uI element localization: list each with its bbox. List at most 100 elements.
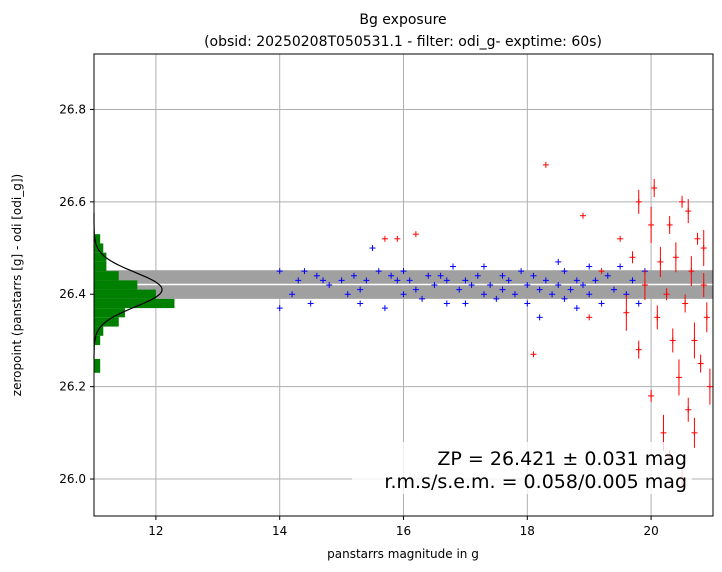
data-point: [598, 300, 605, 307]
data-point: [412, 231, 419, 238]
data-point: [586, 263, 593, 270]
data-point: [295, 277, 302, 284]
axis-ticks: 12 14 16 18 20 26.0 26.2 26.4 26.6 26.8: [59, 102, 658, 538]
data-point: [480, 263, 487, 270]
histogram-bar: [94, 335, 101, 346]
data-point: [524, 300, 531, 307]
gaussian-curve: [93, 212, 163, 359]
data-point: [604, 272, 611, 279]
histogram-bar: [94, 252, 107, 262]
histogram-bar: [94, 271, 119, 281]
x-tick-label: 18: [520, 524, 535, 538]
data-point: [437, 272, 444, 279]
data-point: [511, 291, 518, 298]
data-point: [400, 291, 407, 298]
data-point: [675, 359, 682, 396]
data-point: [648, 206, 655, 243]
data-point: [381, 305, 388, 312]
data-point: [363, 277, 370, 284]
data-point: [700, 230, 707, 267]
data-point: [480, 291, 487, 298]
data-point: [289, 291, 296, 298]
data-point: [462, 277, 469, 284]
data-point: [394, 235, 401, 242]
data-point: [635, 300, 642, 307]
data-point: [375, 268, 382, 275]
data-point: [573, 305, 580, 312]
data-point: [561, 295, 568, 302]
data-point: [629, 251, 636, 264]
data-point: [388, 272, 395, 279]
data-point: [542, 277, 549, 284]
data-point: [456, 286, 463, 293]
histogram-bar: [94, 243, 104, 253]
histogram-bar: [94, 234, 101, 244]
annotation-zp: ZP = 26.421 ± 0.031 mag: [437, 448, 687, 470]
histogram-bar: [94, 280, 138, 290]
data-point: [493, 295, 500, 302]
data-point: [530, 351, 537, 358]
data-point: [326, 282, 333, 288]
data-point: [657, 246, 664, 277]
data-point: [338, 277, 345, 284]
annotation-rms: r.m.s/s.e.m. = 0.058/0.005 mag: [384, 471, 687, 493]
data-point: [635, 189, 642, 214]
data-point: [586, 291, 593, 298]
data-point: [499, 272, 506, 279]
chart-title: Bg exposure: [359, 12, 446, 28]
data-point: [400, 268, 407, 275]
data-point: [462, 300, 469, 307]
data-point: [648, 389, 655, 402]
data-point: [691, 417, 698, 448]
data-point: [669, 328, 676, 353]
histogram-bar: [94, 289, 156, 299]
y-axis-label: zeropoint (panstarrs [g] - odi [odi_g]): [10, 174, 24, 396]
data-point: [694, 232, 701, 245]
data-point: [555, 258, 562, 265]
x-axis-label: panstarrs magnitude in g: [327, 547, 479, 561]
data-point: [672, 242, 679, 273]
histogram-bar: [94, 298, 175, 309]
data-points: [276, 161, 713, 489]
data-point: [518, 268, 525, 275]
histogram-bar: [94, 358, 101, 373]
data-point: [567, 286, 574, 293]
data-point: [350, 272, 357, 279]
data-point: [412, 286, 419, 293]
data-point: [663, 288, 670, 301]
data-point: [474, 272, 481, 279]
data-point: [688, 256, 695, 287]
data-point: [623, 294, 630, 331]
data-point: [706, 368, 713, 405]
data-point: [320, 277, 327, 284]
data-point: [685, 199, 692, 224]
data-point: [357, 300, 364, 307]
data-point: [586, 314, 593, 321]
data-point: [431, 282, 438, 288]
x-tick-label: 20: [643, 524, 658, 538]
data-point: [635, 340, 642, 359]
data-point: [703, 302, 710, 333]
data-point: [592, 277, 599, 284]
data-point: [443, 277, 450, 284]
gaussian-fit: [93, 212, 163, 359]
data-point: [542, 161, 549, 168]
chart-subtitle: (obsid: 20250208T050531.1 - filter: odi_…: [204, 34, 602, 50]
data-point: [654, 305, 661, 330]
y-tick-label: 26.0: [59, 472, 86, 486]
data-point: [394, 277, 401, 284]
data-point: [617, 235, 624, 242]
data-point: [369, 245, 376, 252]
y-tick-label: 26.2: [59, 380, 86, 394]
data-point: [381, 235, 388, 242]
histogram-bar: [94, 308, 125, 318]
data-point: [651, 178, 658, 197]
data-point: [276, 305, 283, 312]
x-tick-label: 12: [148, 524, 163, 538]
data-point: [499, 286, 506, 293]
data-point: [344, 291, 351, 298]
data-point: [536, 286, 543, 293]
data-point: [505, 277, 512, 284]
data-point: [697, 354, 704, 373]
